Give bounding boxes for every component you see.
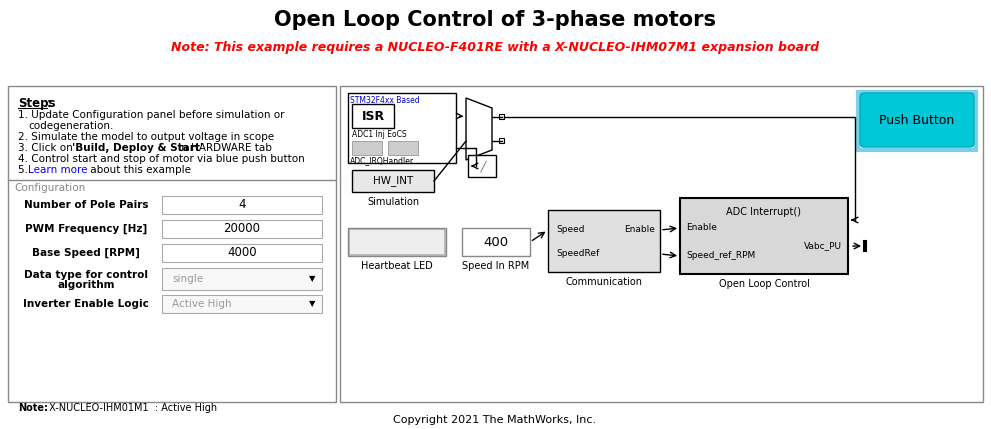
Text: 1. Update Configuration panel before simulation or: 1. Update Configuration panel before sim… — [18, 110, 284, 120]
FancyBboxPatch shape — [162, 244, 322, 262]
Text: in HARDWARE tab: in HARDWARE tab — [175, 143, 272, 153]
FancyBboxPatch shape — [8, 86, 336, 402]
Text: codegeneration.: codegeneration. — [28, 121, 113, 131]
FancyBboxPatch shape — [350, 230, 444, 254]
Text: ▼: ▼ — [309, 299, 315, 308]
FancyBboxPatch shape — [352, 104, 394, 128]
Text: algorithm: algorithm — [57, 280, 115, 290]
FancyBboxPatch shape — [680, 198, 848, 274]
Text: X-NUCLEO-IHM01M1  : Active High: X-NUCLEO-IHM01M1 : Active High — [46, 403, 217, 413]
Text: ISR: ISR — [362, 109, 385, 123]
Text: 4: 4 — [238, 199, 246, 211]
Text: Data type for control: Data type for control — [24, 270, 148, 280]
Text: /: / — [480, 159, 485, 173]
Text: about this example: about this example — [87, 165, 191, 175]
FancyBboxPatch shape — [340, 86, 983, 402]
Text: Open Loop Control of 3-phase motors: Open Loop Control of 3-phase motors — [274, 10, 716, 30]
Text: 4. Control start and stop of motor via blue push button: 4. Control start and stop of motor via b… — [18, 154, 305, 164]
Text: STM32F4xx Based: STM32F4xx Based — [350, 96, 419, 105]
Text: single: single — [172, 274, 203, 284]
Text: Enable: Enable — [624, 226, 655, 235]
Text: 3. Click on: 3. Click on — [18, 143, 76, 153]
Text: 4000: 4000 — [227, 247, 257, 260]
Text: Copyright 2021 The MathWorks, Inc.: Copyright 2021 The MathWorks, Inc. — [393, 415, 597, 425]
Text: SpeedRef: SpeedRef — [556, 250, 600, 259]
FancyBboxPatch shape — [162, 295, 322, 313]
FancyBboxPatch shape — [499, 114, 504, 119]
Text: Heartbeat LED: Heartbeat LED — [361, 261, 433, 271]
Text: ADC1 Inj EoCS: ADC1 Inj EoCS — [352, 130, 406, 139]
Text: Communication: Communication — [566, 277, 642, 287]
Text: Speed_ref_RPM: Speed_ref_RPM — [686, 251, 755, 260]
Text: ADC Interrupt(): ADC Interrupt() — [726, 207, 802, 217]
FancyBboxPatch shape — [352, 170, 434, 192]
FancyBboxPatch shape — [162, 268, 322, 290]
Text: :: : — [47, 97, 52, 110]
Text: 2. Simulate the model to output voltage in scope: 2. Simulate the model to output voltage … — [18, 132, 275, 142]
Text: Speed: Speed — [556, 226, 585, 235]
Text: Note:: Note: — [18, 403, 48, 413]
Text: Number of Pole Pairs: Number of Pole Pairs — [24, 200, 149, 210]
FancyBboxPatch shape — [860, 93, 974, 147]
Text: Open Loop Control: Open Loop Control — [718, 279, 810, 289]
FancyBboxPatch shape — [162, 196, 322, 214]
Text: HW_INT: HW_INT — [373, 175, 413, 187]
FancyBboxPatch shape — [548, 210, 660, 272]
FancyBboxPatch shape — [352, 141, 382, 155]
FancyBboxPatch shape — [348, 93, 456, 163]
Text: Simulation: Simulation — [367, 197, 419, 207]
Text: 'Build, Deploy & Start': 'Build, Deploy & Start' — [72, 143, 203, 153]
Text: Note: This example requires a NUCLEO-F401RE with a X-NUCLEO-IHM07M1 expansion bo: Note: This example requires a NUCLEO-F40… — [170, 42, 820, 54]
Text: 400: 400 — [484, 236, 508, 248]
Text: Push Button: Push Button — [879, 114, 954, 127]
Text: Active High: Active High — [172, 299, 232, 309]
Text: Speed In RPM: Speed In RPM — [463, 261, 529, 271]
FancyBboxPatch shape — [499, 138, 504, 143]
Text: PWM Frequency [Hz]: PWM Frequency [Hz] — [25, 224, 147, 234]
Text: ADC_IRQHandler: ADC_IRQHandler — [350, 156, 414, 165]
FancyBboxPatch shape — [462, 228, 530, 256]
Text: Configuration: Configuration — [14, 183, 85, 193]
Text: Enable: Enable — [686, 224, 716, 233]
Text: Learn more: Learn more — [28, 165, 87, 175]
Text: Steps: Steps — [18, 97, 55, 110]
Polygon shape — [466, 98, 492, 160]
FancyBboxPatch shape — [468, 155, 496, 177]
Text: 20000: 20000 — [224, 223, 261, 236]
Text: Base Speed [RPM]: Base Speed [RPM] — [32, 248, 140, 258]
Text: ▼: ▼ — [309, 275, 315, 284]
FancyBboxPatch shape — [162, 220, 322, 238]
FancyBboxPatch shape — [388, 141, 418, 155]
Text: 5.: 5. — [18, 165, 32, 175]
Text: Vabc_PU: Vabc_PU — [804, 242, 842, 251]
Text: Inverter Enable Logic: Inverter Enable Logic — [23, 299, 149, 309]
FancyBboxPatch shape — [858, 92, 976, 150]
FancyBboxPatch shape — [348, 228, 446, 256]
